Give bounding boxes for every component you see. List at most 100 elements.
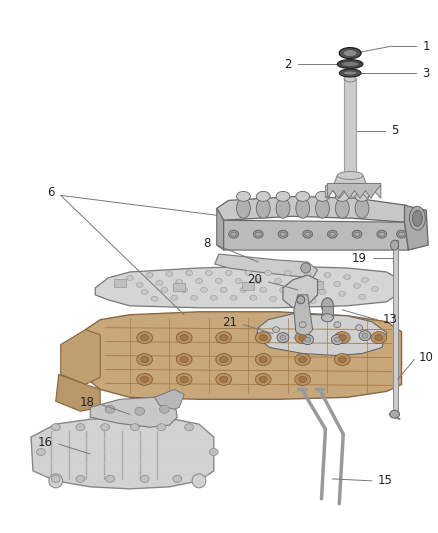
Ellipse shape	[334, 337, 340, 342]
Polygon shape	[217, 196, 411, 222]
Ellipse shape	[180, 335, 188, 341]
Ellipse shape	[253, 230, 263, 238]
Ellipse shape	[220, 287, 227, 293]
Ellipse shape	[297, 296, 305, 304]
Ellipse shape	[173, 475, 182, 482]
Ellipse shape	[277, 333, 289, 343]
Ellipse shape	[379, 232, 385, 236]
Ellipse shape	[334, 332, 350, 344]
Ellipse shape	[141, 376, 148, 382]
Ellipse shape	[259, 376, 267, 382]
Ellipse shape	[220, 357, 228, 362]
Ellipse shape	[305, 232, 311, 236]
Ellipse shape	[334, 281, 341, 286]
Ellipse shape	[255, 232, 261, 236]
Ellipse shape	[229, 230, 239, 238]
Ellipse shape	[295, 332, 311, 344]
Ellipse shape	[106, 475, 114, 482]
Ellipse shape	[272, 327, 279, 333]
Ellipse shape	[343, 71, 357, 75]
Ellipse shape	[141, 357, 148, 362]
Ellipse shape	[295, 374, 311, 385]
Ellipse shape	[276, 198, 290, 218]
Ellipse shape	[140, 475, 149, 482]
Ellipse shape	[354, 232, 360, 236]
Ellipse shape	[161, 287, 168, 293]
Ellipse shape	[301, 263, 311, 273]
Text: 10: 10	[418, 351, 433, 364]
Ellipse shape	[399, 232, 405, 236]
Bar	[311, 281, 324, 289]
Ellipse shape	[303, 230, 313, 238]
Ellipse shape	[127, 276, 133, 280]
Text: 1: 1	[422, 39, 430, 53]
Ellipse shape	[319, 289, 326, 294]
Text: 8: 8	[204, 237, 211, 249]
Polygon shape	[95, 266, 396, 308]
Ellipse shape	[375, 335, 383, 341]
Ellipse shape	[334, 322, 341, 328]
Ellipse shape	[176, 374, 192, 385]
Ellipse shape	[280, 335, 286, 340]
Polygon shape	[283, 275, 318, 308]
Ellipse shape	[137, 353, 152, 366]
Text: 5: 5	[391, 124, 398, 137]
Ellipse shape	[279, 287, 286, 293]
Ellipse shape	[250, 295, 257, 300]
Ellipse shape	[260, 287, 267, 293]
Ellipse shape	[256, 191, 270, 201]
Text: 18: 18	[79, 396, 94, 409]
Ellipse shape	[270, 296, 276, 301]
Text: 20: 20	[247, 273, 262, 286]
Ellipse shape	[180, 357, 188, 362]
Ellipse shape	[359, 294, 365, 300]
Ellipse shape	[230, 232, 237, 236]
Ellipse shape	[413, 211, 422, 226]
Ellipse shape	[299, 376, 307, 382]
Ellipse shape	[136, 282, 143, 287]
Polygon shape	[155, 389, 184, 409]
Text: 19: 19	[352, 252, 367, 264]
Ellipse shape	[299, 357, 307, 362]
Ellipse shape	[220, 376, 228, 382]
Text: 21: 21	[223, 316, 237, 329]
Ellipse shape	[171, 295, 178, 300]
Ellipse shape	[332, 335, 343, 345]
Ellipse shape	[255, 353, 271, 366]
Ellipse shape	[137, 332, 152, 344]
Ellipse shape	[337, 60, 363, 69]
Ellipse shape	[356, 325, 363, 330]
Ellipse shape	[166, 271, 173, 277]
Ellipse shape	[353, 284, 360, 288]
Ellipse shape	[49, 474, 63, 488]
Ellipse shape	[105, 405, 115, 413]
Ellipse shape	[151, 296, 158, 301]
Ellipse shape	[215, 278, 222, 284]
Ellipse shape	[220, 335, 228, 341]
Ellipse shape	[237, 198, 251, 218]
Ellipse shape	[210, 295, 217, 300]
Ellipse shape	[341, 62, 359, 67]
Ellipse shape	[255, 278, 262, 284]
Ellipse shape	[141, 289, 148, 294]
Ellipse shape	[343, 50, 357, 56]
Ellipse shape	[101, 424, 110, 431]
Ellipse shape	[294, 278, 301, 284]
Ellipse shape	[180, 376, 188, 382]
Ellipse shape	[51, 424, 60, 431]
Text: 16: 16	[38, 435, 53, 449]
Text: 15: 15	[378, 474, 393, 487]
Ellipse shape	[321, 298, 333, 314]
Ellipse shape	[276, 191, 290, 201]
Ellipse shape	[201, 287, 207, 293]
Ellipse shape	[51, 475, 60, 482]
Ellipse shape	[315, 198, 329, 218]
Ellipse shape	[36, 449, 46, 456]
Ellipse shape	[296, 191, 310, 201]
Polygon shape	[325, 185, 381, 198]
Ellipse shape	[191, 295, 198, 300]
Ellipse shape	[265, 270, 272, 276]
Ellipse shape	[235, 278, 242, 284]
Ellipse shape	[255, 332, 271, 344]
Bar	[392, 240, 398, 414]
